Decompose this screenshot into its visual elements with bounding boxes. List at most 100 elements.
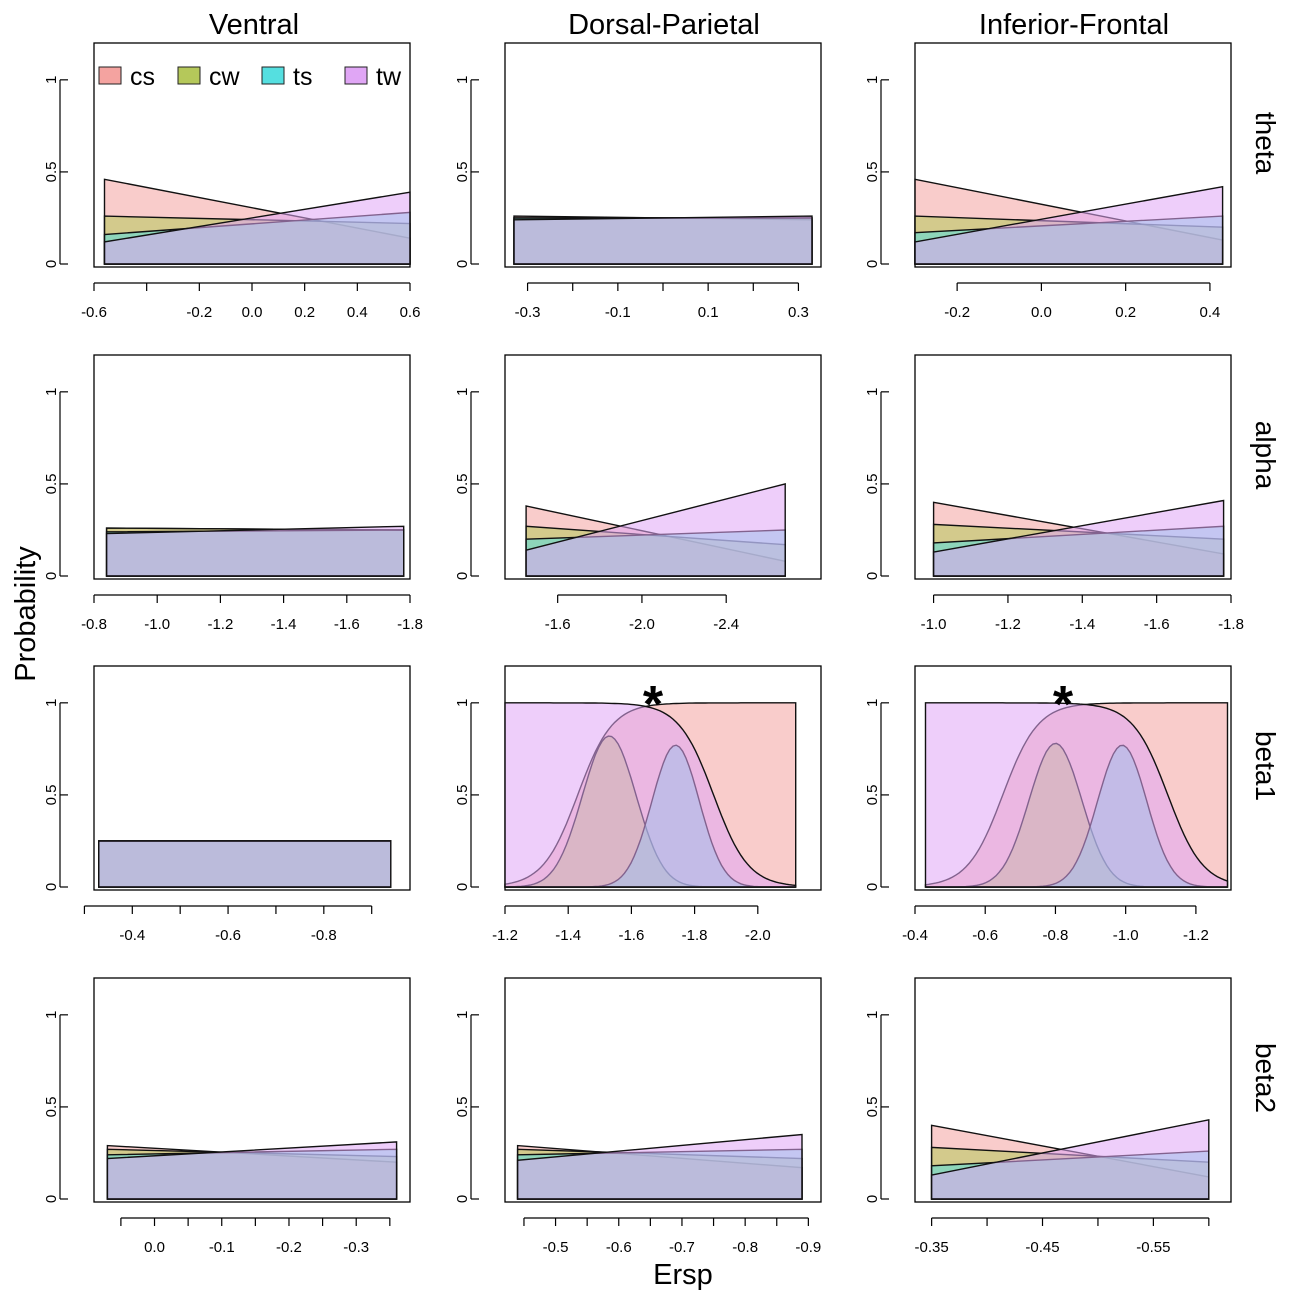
x-tick-label: 0.4: [347, 304, 368, 321]
y-tick-label: 0.5: [864, 161, 881, 182]
x-tick-label: -1.4: [271, 616, 297, 633]
y-tick-label: 0.5: [43, 1096, 60, 1117]
y-tick-label: 1: [454, 699, 471, 707]
legend-label: ts: [293, 63, 312, 91]
y-tick-label: 0: [43, 883, 60, 891]
x-tick-label: -1.0: [921, 616, 947, 633]
x-tick-label: -0.6: [81, 304, 107, 321]
y-tick-label: 1: [864, 76, 881, 84]
x-tick-label: -0.3: [515, 304, 541, 321]
x-tick-label: -2.0: [629, 616, 655, 633]
y-tick-label: 1: [454, 388, 471, 396]
x-tick-label: -0.6: [606, 1239, 632, 1256]
x-tick-label: 0.0: [242, 304, 263, 321]
x-tick-label: -0.6: [972, 927, 998, 944]
panel-dorsal-parietal-beta1: 00.51-1.2 -1.4 -1.6 -1.8 -2.0*: [454, 665, 822, 944]
x-tick-label: -0.6: [215, 927, 241, 944]
legend-swatch: [177, 66, 201, 85]
x-tick-label: 0.3: [788, 304, 809, 321]
y-axis: 00.51: [454, 699, 479, 891]
y-tick-label: 1: [864, 388, 881, 396]
y-tick-label: 0: [454, 260, 471, 268]
y-tick-label: 0: [454, 1195, 471, 1203]
column-title-dorsal-parietal: Dorsal-Parietal: [568, 9, 760, 41]
row-labels: theta alpha beta1 beta2: [1250, 112, 1281, 1113]
x-tick-label: -0.3: [343, 1239, 369, 1256]
legend-label: tw: [376, 63, 402, 91]
legend-label: cs: [130, 63, 155, 91]
y-tick-label: 0: [864, 1195, 881, 1203]
x-tick-label: 0.0: [144, 1239, 165, 1256]
y-tick-label: 0: [454, 572, 471, 580]
x-axis: -1.6 -2.0 -2.4: [545, 594, 739, 633]
y-tick-label: 0.5: [454, 784, 471, 805]
x-axis: -0.4 -0.6 -0.8: [83, 905, 373, 944]
significance-asterisk: *: [1053, 676, 1074, 734]
panel-inferior-frontal-alpha: 00.51-1.0 -1.2 -1.4 -1.6 -1.8: [864, 354, 1244, 633]
y-tick-label: 1: [43, 699, 60, 707]
panel-ventral-beta2: 00.510.0 -0.1 -0.2 -0.3: [43, 977, 411, 1256]
y-tick-label: 1: [43, 388, 60, 396]
y-tick-label: 0.5: [454, 1096, 471, 1117]
y-axis: 00.51: [864, 388, 889, 580]
x-tick-label: -1.0: [1113, 927, 1139, 944]
y-tick-label: 1: [43, 1011, 60, 1019]
legend-swatch: [344, 66, 368, 85]
x-axis: -0.6 -0.2 0.0 0.2 0.4 0.6: [81, 282, 420, 321]
column-title-ventral: Ventral: [209, 9, 299, 41]
area-tw: [513, 215, 813, 265]
chart-panels: 00.51-0.6 -0.2 0.0 0.2 0.4 0.600.51-0.3 -0.1 0.…: [43, 42, 1244, 1256]
y-tick-label: 0: [43, 572, 60, 580]
legend-label: cw: [209, 63, 241, 91]
x-tick-label: -1.4: [555, 927, 581, 944]
y-tick-label: 1: [864, 699, 881, 707]
x-tick-label: -1.0: [144, 616, 170, 633]
x-tick-label: -1.2: [995, 616, 1021, 633]
y-tick-label: 1: [43, 76, 60, 84]
x-tick-label: -1.6: [545, 616, 571, 633]
x-tick-label: -1.6: [618, 927, 644, 944]
panel-inferior-frontal-beta1: 00.51-0.4 -0.6 -0.8 -1.0 -1.2*: [864, 665, 1232, 944]
x-tick-label: -0.1: [209, 1239, 235, 1256]
y-tick-label: 0.5: [43, 473, 60, 494]
x-tick-label: 0.1: [698, 304, 719, 321]
x-tick-label: -0.55: [1136, 1239, 1170, 1256]
y-tick-label: 1: [454, 76, 471, 84]
x-tick-label: -1.2: [492, 927, 518, 944]
area-tw: [504, 702, 797, 888]
y-tick-label: 0: [454, 883, 471, 891]
legend-swatch: [261, 66, 285, 85]
x-axis: 0.0 -0.1 -0.2 -0.3: [120, 1217, 391, 1256]
x-tick-label: -1.2: [1183, 927, 1209, 944]
x-axis: -0.35 -0.45 -0.55: [915, 1217, 1210, 1256]
x-tick-label: -0.8: [732, 1239, 758, 1256]
x-axis: -0.3 -0.1 0.1 0.3: [515, 282, 809, 321]
legend-swatch: [98, 66, 122, 85]
row-label-alpha: alpha: [1250, 421, 1281, 490]
legend-item-ts: ts: [261, 63, 312, 91]
x-tick-label: 0.2: [1115, 304, 1136, 321]
y-tick-label: 0: [864, 883, 881, 891]
column-titles: Ventral Dorsal-Parietal Inferior-Frontal: [209, 9, 1169, 41]
significance-asterisk: *: [643, 676, 664, 734]
x-tick-label: -0.2: [944, 304, 970, 321]
x-axis: -1.0 -1.2 -1.4 -1.6 -1.8: [921, 594, 1244, 633]
x-tick-label: -0.4: [902, 927, 928, 944]
row-label-beta1: beta1: [1250, 731, 1281, 801]
y-tick-label: 0: [864, 572, 881, 580]
column-title-inferior-frontal: Inferior-Frontal: [979, 9, 1169, 41]
y-tick-label: 0.5: [454, 161, 471, 182]
y-axis: 00.51: [864, 699, 889, 891]
area-tw: [525, 482, 786, 577]
x-tick-label: -0.4: [119, 927, 145, 944]
x-tick-label: 0.4: [1200, 304, 1221, 321]
panel-inferior-frontal-beta2: 00.51-0.35 -0.45 -0.55: [864, 977, 1232, 1256]
x-tick-label: -2.0: [745, 927, 771, 944]
y-axis: 00.51: [454, 76, 479, 268]
legend-item-cw: cw: [177, 63, 241, 91]
y-axis-label: Probability: [10, 546, 42, 682]
area-tw: [930, 1118, 1210, 1200]
y-axis: 00.51: [43, 388, 68, 580]
y-axis: 00.51: [43, 76, 68, 268]
